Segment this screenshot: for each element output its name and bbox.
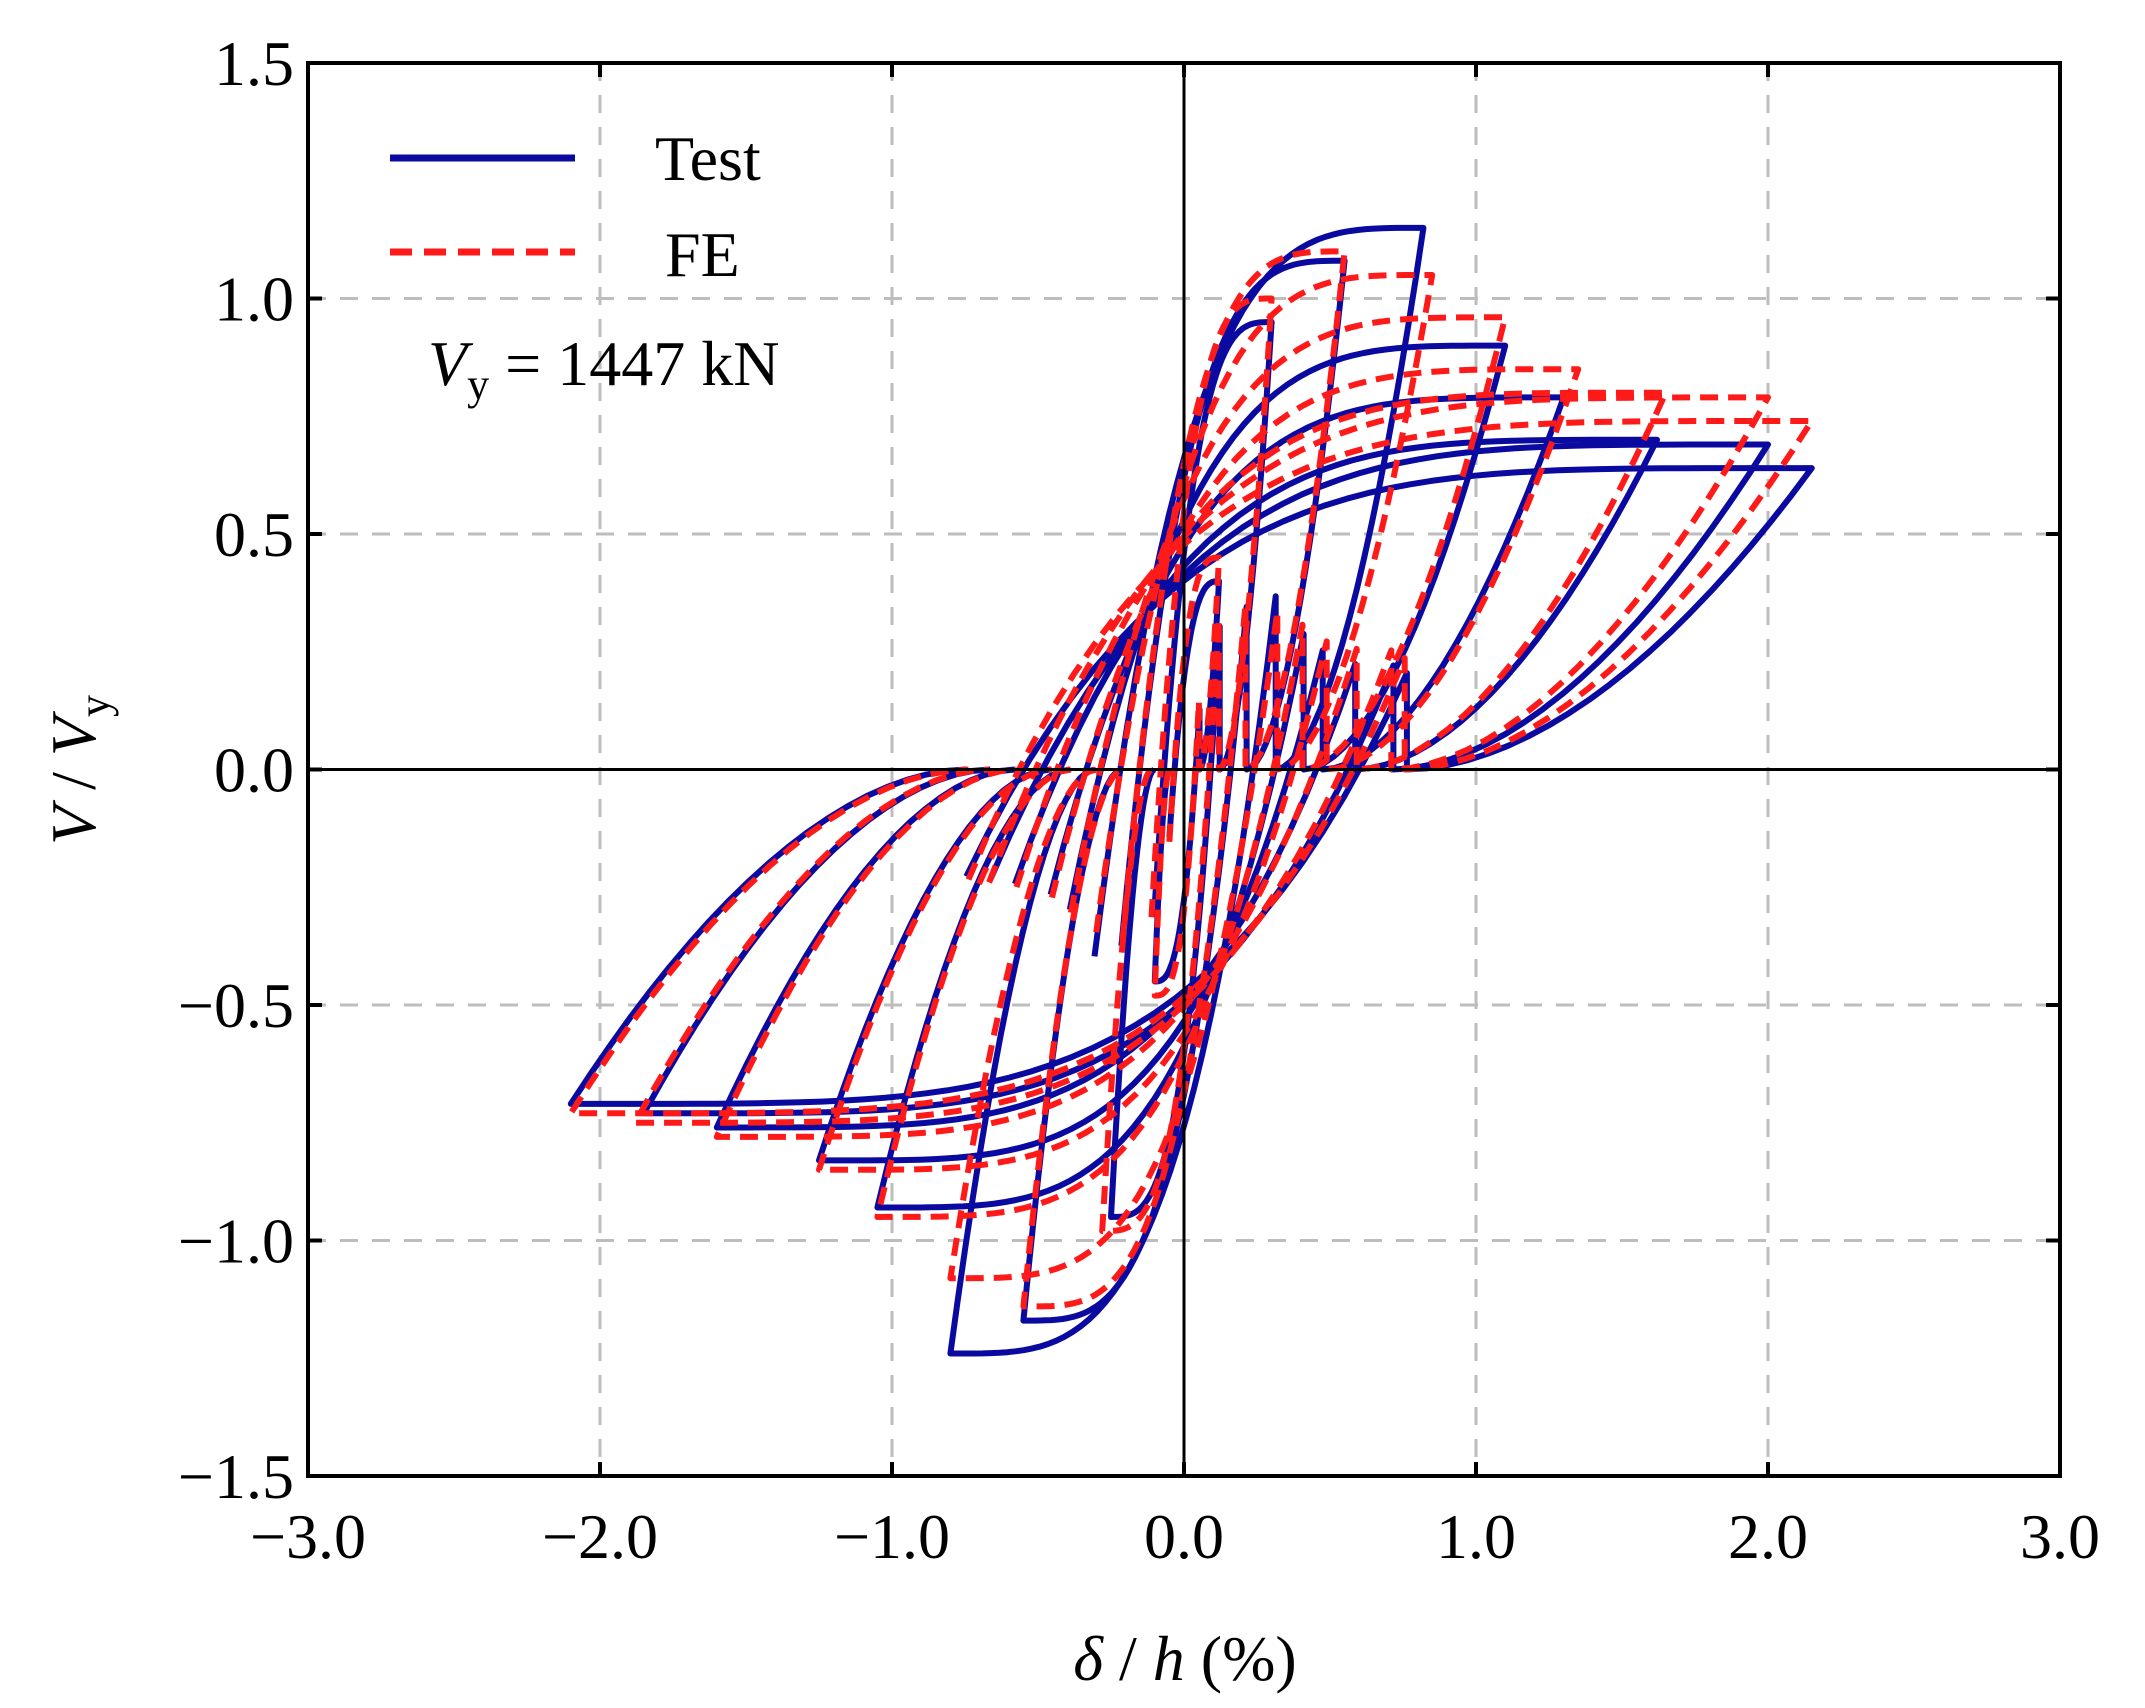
fe-loop-cycle-5 (874, 314, 1509, 1220)
y-tick-label: −0.5 (178, 970, 294, 1041)
x-tick-label: −3.0 (250, 1501, 366, 1572)
y-tick-label: −1.0 (178, 1206, 294, 1277)
fe-loop-cycle-8 (632, 394, 1771, 1126)
legend: Test FE (390, 123, 761, 290)
y-tick-label: 1.5 (214, 28, 294, 99)
x-axis-title: δ / h (%) (1073, 1623, 1296, 1694)
test-loop-cycle-4 (947, 224, 1427, 1357)
ticks (306, 61, 2062, 1478)
y-tick-label: 1.0 (214, 264, 294, 335)
test-loop-cycle-5 (874, 342, 1509, 1211)
x-tick-label: −1.0 (834, 1501, 950, 1572)
x-tick-label: 2.0 (1728, 1501, 1808, 1572)
series-layer (567, 224, 1815, 1357)
fe-loop-cycle-4 (947, 272, 1436, 1282)
test-loop-cycle-7 (713, 436, 1660, 1131)
fe-loop-cycle-1 (1151, 554, 1222, 999)
legend-label-test: Test (655, 123, 761, 194)
x-tick-label: 3.0 (2020, 1501, 2100, 1572)
fe-loop-cycle-3 (1020, 248, 1348, 1310)
y-tick-label: 0.0 (214, 735, 294, 806)
tick-labels: −3.0 −2.0 −1.0 0.0 1.0 2.0 3.0 −1.5 −1.0 −0.5 0.0 0… (178, 28, 2100, 1572)
yield-shear-annotation: Vy = 1447 kN (428, 328, 779, 409)
plot-area (567, 224, 1815, 1357)
fe-loop-cycle-6 (816, 366, 1582, 1173)
x-tick-label: 1.0 (1436, 1501, 1516, 1572)
fe-loop-cycle-9 (567, 418, 1815, 1117)
y-tick-label: −1.5 (178, 1441, 294, 1512)
fe-loop-cycle-7 (713, 389, 1669, 1140)
y-tick-label: 0.5 (214, 499, 294, 570)
y-axis-title: V / Vy (38, 695, 119, 845)
x-tick-label: −2.0 (542, 1501, 658, 1572)
legend-label-fe: FE (665, 219, 740, 290)
x-tick-label: 0.0 (1144, 1501, 1224, 1572)
test-loop-cycle-3 (1020, 257, 1348, 1324)
